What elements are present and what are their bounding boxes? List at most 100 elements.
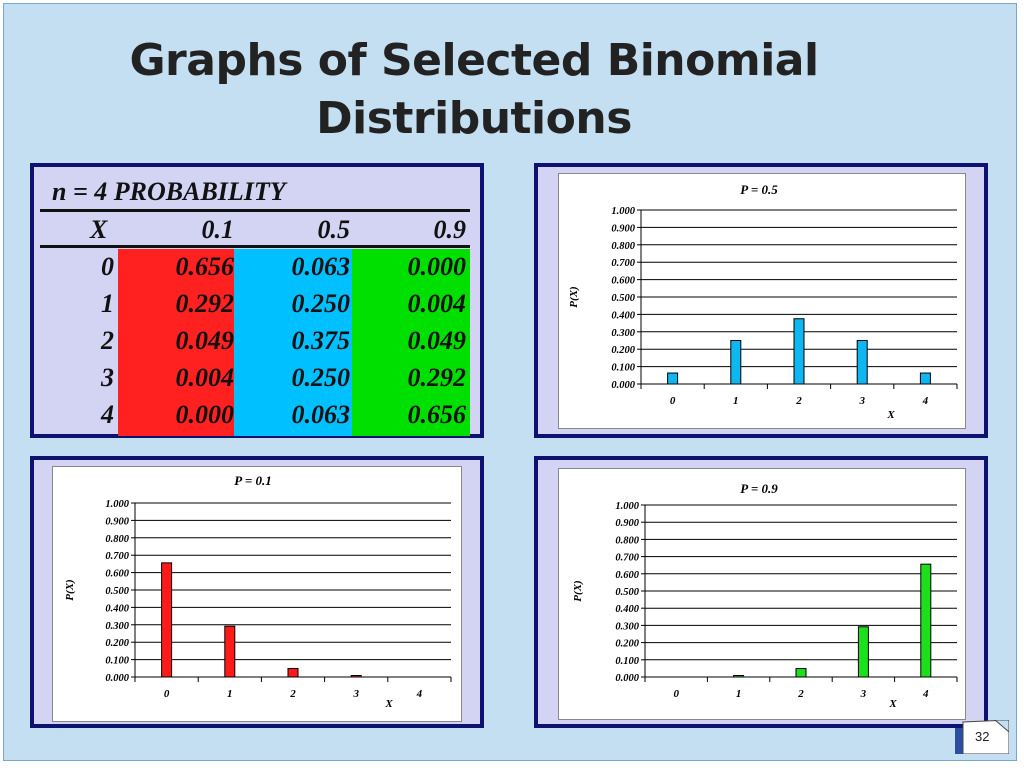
y-tick-label: 0.300 [611,328,635,339]
y-tick-label: 0.100 [105,656,129,667]
y-tick-label: 0.800 [611,241,635,252]
y-tick-label: 0.300 [105,621,129,632]
y-tick-label: 1.000 [611,206,635,217]
chart-panel-p01: P = 0.1 0.000 0.100 0.200 0.300 0.400 0.500 0.6… [30,456,484,728]
table-x-value: 1 [101,289,114,318]
x-tick-label: 4 [922,688,929,700]
y-tick-label: 0.600 [105,569,129,580]
y-tick-label: 0.900 [611,223,635,234]
y-tick-label: 0.500 [611,293,635,304]
chart-p09-svg: P = 0.9 0.000 0.100 0.200 0.300 0.400 0.500 0.6… [572,481,958,710]
chart-panel-p05: P = 0.5 0.000 0.100 0.200 0.300 0.400 0.500 0.6… [534,163,988,438]
y-tick-label: 0.800 [105,534,129,545]
table-cell: 0.049 [175,326,235,355]
y-tick-label: 0.900 [615,518,639,529]
slide-title: Graphs of Selected Binomial Distribution… [4,32,944,148]
table-cell: 0.004 [407,289,467,318]
table-cell: 0.049 [407,326,467,355]
chart-panel-p09: P = 0.9 0.000 0.100 0.200 0.300 0.400 0.500 0.6… [534,456,988,728]
y-tick-label: 0.700 [611,258,635,269]
page-number: 32 [975,729,990,744]
x-tick-label: 0 [164,688,170,700]
table-x-value: 2 [101,326,114,355]
y-axis-label: P(X) [572,580,584,601]
y-axis-label: P(X) [568,286,580,307]
table-cell: 0.000 [407,252,467,281]
bar [667,372,679,385]
x-tick-label: 1 [227,688,233,700]
table-column-bg-0 [118,249,234,436]
bar [795,668,807,678]
x-tick-label: 2 [289,688,296,700]
table-column-bg-1 [234,249,352,436]
chart-title: P = 0.5 [740,182,778,197]
y-tick-label: 0.200 [615,639,639,650]
bar [919,372,931,385]
table-col-header-1: 0.5 [317,215,351,244]
x-axis-label: X [384,698,393,710]
table-col-x-header: X [90,215,108,244]
x-tick-label: 0 [673,688,679,700]
table-col-header-2: 0.9 [433,215,467,244]
table-col-header-0: 0.1 [201,215,235,244]
bar [733,675,745,678]
table-cell: 0.063 [291,400,351,429]
y-tick-label: 0.400 [615,604,639,615]
table-header: n = 4 PROBABILITY [52,177,286,206]
table-cell: 0.656 [175,252,235,281]
chart-p01: P = 0.1 0.000 0.100 0.200 0.300 0.400 0.500 0.6… [52,466,462,722]
table-cell: 0.250 [291,289,351,318]
x-tick-label: 0 [670,395,676,407]
bar [920,563,932,678]
y-axis-label: P(X) [64,579,76,600]
chart-title: P = 0.9 [740,481,778,496]
x-tick-label: 3 [860,688,867,700]
y-tick-label: 0.300 [615,621,639,632]
slide-title-line2: Distributions [316,93,632,144]
y-tick-label: 0.100 [615,656,639,667]
y-tick-label: 0.000 [105,673,129,684]
y-tick-label: 0.700 [105,551,129,562]
table-x-value: 4 [101,400,114,429]
x-tick-label: 4 [922,395,929,407]
y-tick-label: 0.100 [611,363,635,374]
y-tick-label: 1.000 [615,501,639,512]
table-cell: 0.000 [175,400,235,429]
bar [793,318,805,385]
x-tick-label: 2 [795,395,802,407]
table-column-bg-2 [352,249,470,436]
table-x-value: 3 [101,363,114,392]
probability-table-panel: n = 4 PROBABILITY X 0.1 0.5 0.9 0 0.656 0.063 0… [30,163,484,438]
x-tick-label: 3 [352,688,359,700]
table-cell: 0.063 [291,252,351,281]
y-tick-label: 0.400 [611,310,635,321]
chart-p05-svg: P = 0.5 0.000 0.100 0.200 0.300 0.400 0.500 0.6… [568,182,958,421]
bar [857,626,869,678]
x-axis-label: X [886,409,895,421]
x-tick-label: 1 [736,688,742,700]
page-number-badge [955,720,1009,754]
table-cell: 0.292 [175,289,235,318]
y-tick-label: 0.900 [105,516,129,527]
chart-title: P = 0.1 [234,473,272,488]
chart-p01-svg: P = 0.1 0.000 0.100 0.200 0.300 0.400 0.500 0.6… [64,473,452,710]
table-cell: 0.004 [175,363,235,392]
chart-p09: P = 0.9 0.000 0.100 0.200 0.300 0.400 0.500 0.6… [558,468,966,720]
y-tick-label: 0.000 [611,380,635,391]
table-cell: 0.250 [291,363,351,392]
chart-p05: P = 0.5 0.000 0.100 0.200 0.300 0.400 0.500 0.6… [558,173,966,429]
bar [161,562,173,678]
y-tick-label: 0.000 [615,673,639,684]
table-cell: 0.292 [407,363,467,392]
x-tick-label: 4 [416,688,423,700]
x-tick-label: 3 [858,395,865,407]
x-tick-label: 2 [797,688,804,700]
table-x-value: 0 [101,252,114,281]
y-tick-label: 0.200 [105,638,129,649]
x-tick-label: 1 [733,395,739,407]
table-rule-header [40,245,470,248]
x-axis-label: X [888,698,897,710]
slide-title-line1: Graphs of Selected Binomial [129,35,819,86]
table-rule-top [40,209,470,212]
y-tick-label: 0.500 [105,586,129,597]
